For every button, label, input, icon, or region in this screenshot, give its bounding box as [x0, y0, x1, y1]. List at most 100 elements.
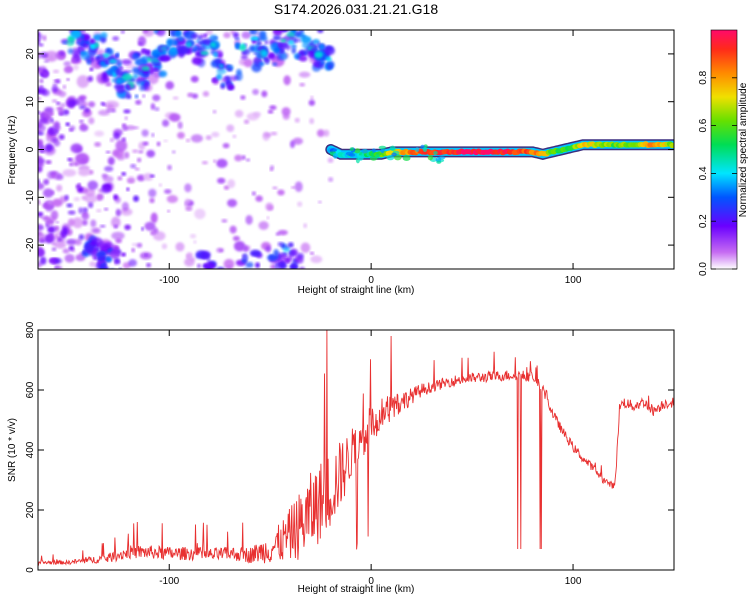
signal-fringe	[361, 148, 369, 154]
noise-blob	[84, 44, 90, 50]
noise-blob	[212, 110, 217, 114]
noise-blob	[286, 31, 295, 38]
noise-blob	[317, 30, 324, 34]
noise-blob	[74, 97, 86, 106]
noise-blob	[124, 224, 131, 231]
noise-blob	[42, 35, 47, 41]
noise-blob	[190, 134, 203, 143]
noise-blob	[136, 157, 142, 163]
noise-blob	[177, 131, 185, 139]
noise-blob	[184, 183, 192, 193]
noise-blob	[163, 189, 172, 194]
y-tick-label: 400	[25, 441, 36, 458]
noise-blob	[269, 167, 273, 172]
y-tick-label: 10	[25, 96, 36, 108]
noise-blob	[52, 83, 58, 87]
noise-blob	[121, 172, 127, 176]
noise-blob	[38, 232, 46, 242]
noise-blob	[146, 149, 156, 158]
noise-blob	[277, 189, 285, 196]
noise-blob	[251, 191, 256, 196]
noise-blob	[102, 175, 114, 183]
noise-blob	[51, 198, 63, 207]
noise-blob	[190, 75, 199, 83]
noise-blob	[39, 117, 48, 124]
noise-blob	[296, 270, 300, 273]
noise-blob	[277, 241, 284, 247]
noise-blob	[275, 232, 280, 236]
noise-blob	[201, 161, 208, 165]
noise-blob	[72, 161, 80, 167]
noise-blob	[216, 158, 228, 168]
noise-blob	[97, 271, 108, 279]
noise-blob	[38, 131, 44, 136]
noise-blob	[299, 82, 306, 87]
noise-blob	[139, 85, 145, 91]
noise-blob	[137, 42, 143, 46]
noise-blob	[314, 51, 324, 59]
spectrogram-x-label: Height of straight line (km)	[298, 285, 415, 296]
noise-blob	[73, 197, 81, 202]
noise-blob	[213, 159, 216, 163]
noise-blob	[115, 52, 120, 57]
noise-blob	[94, 42, 99, 48]
noise-blob	[309, 251, 315, 255]
noise-blob	[250, 36, 259, 41]
noise-blob	[320, 60, 325, 65]
noise-blob	[87, 180, 99, 191]
noise-blob	[48, 127, 54, 136]
noise-blob	[96, 193, 102, 201]
noise-blob	[206, 30, 213, 35]
noise-blob	[172, 25, 177, 28]
noise-blob	[294, 181, 303, 193]
spectrogram-signal-track	[325, 139, 674, 164]
noise-blob	[226, 67, 233, 72]
noise-blob	[274, 273, 284, 278]
noise-blob	[86, 59, 91, 65]
noise-blob	[217, 177, 226, 184]
noise-blob	[116, 274, 121, 278]
colorbar-tick-label: 0.6	[698, 118, 709, 132]
noise-blob	[69, 125, 76, 131]
noise-blob	[114, 224, 118, 229]
noise-blob	[308, 99, 316, 106]
noise-blob	[159, 45, 168, 52]
noise-blob	[197, 263, 201, 269]
noise-blob	[152, 94, 161, 102]
noise-blob	[216, 67, 227, 75]
signal-fringe	[436, 160, 442, 164]
noise-blob	[141, 66, 150, 72]
colorbar-tick-label: 0.4	[698, 166, 709, 180]
noise-blob	[177, 121, 183, 130]
noise-blob	[43, 59, 49, 63]
noise-blob	[133, 126, 139, 130]
noise-blob	[200, 250, 211, 260]
noise-blob	[234, 109, 244, 118]
noise-blob	[61, 226, 69, 236]
noise-blob	[186, 30, 189, 31]
noise-blob	[312, 38, 320, 45]
noise-blob	[213, 59, 222, 64]
noise-blob	[307, 50, 316, 59]
noise-blob	[109, 138, 115, 143]
noise-blob	[324, 45, 335, 56]
noise-blob	[106, 108, 111, 113]
noise-blob	[87, 75, 94, 82]
noise-blob	[158, 183, 162, 187]
noise-blob	[249, 272, 255, 277]
noise-blob	[121, 59, 132, 65]
noise-blob	[67, 99, 76, 108]
noise-blob	[64, 194, 69, 201]
noise-blob	[66, 238, 77, 246]
noise-blob	[290, 248, 299, 257]
noise-blob	[150, 103, 156, 110]
noise-blob	[58, 90, 67, 98]
noise-blob	[120, 30, 125, 34]
noise-blob	[82, 211, 87, 216]
noise-blob	[257, 270, 266, 279]
noise-blob	[84, 193, 97, 204]
noise-blob	[106, 103, 114, 109]
noise-blob	[67, 218, 75, 227]
noise-blob	[121, 123, 127, 128]
noise-blob	[113, 194, 119, 200]
